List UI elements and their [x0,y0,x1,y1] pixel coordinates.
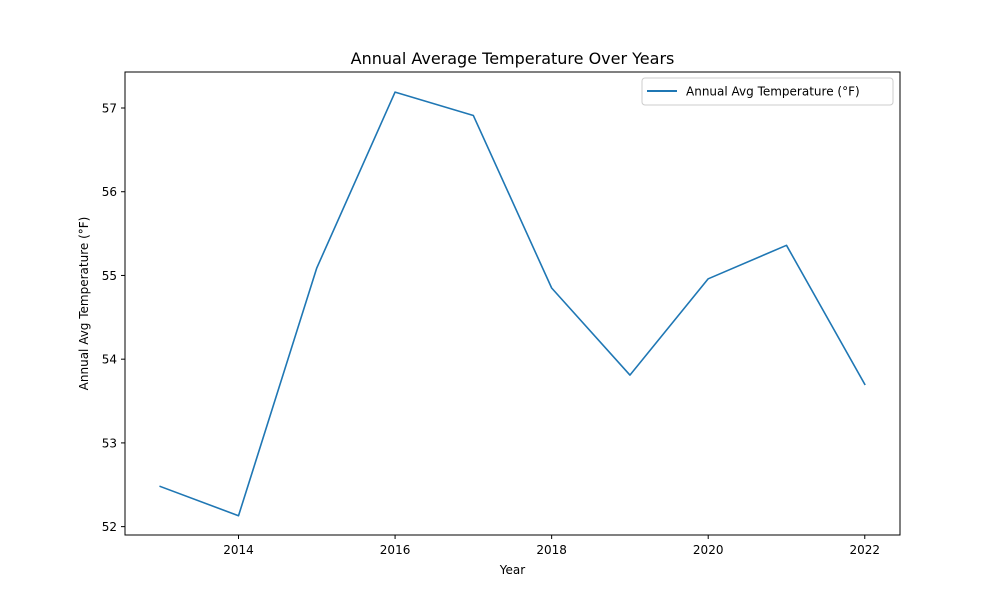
y-axis-label: Annual Avg Temperature (°F) [77,217,91,391]
plot-area [124,71,901,536]
y-tick-label: 56 [102,185,117,199]
x-tick-label: 2022 [849,543,880,557]
chart-title: Annual Average Temperature Over Years [351,49,675,68]
series-line-0 [159,91,866,517]
y-tick-label: 55 [102,269,117,283]
plot-frame [124,71,901,536]
series-layer [159,91,866,517]
x-tick-label: 2020 [693,543,724,557]
y-tick-label: 54 [102,353,117,367]
x-axis-label: Year [499,563,525,577]
y-axis-ticks: 52 53 54 55 56 57 [102,102,125,534]
x-tick-label: 2018 [536,543,567,557]
x-axis-ticks: 2014 2016 2018 2020 2022 [223,535,880,557]
y-tick-label: 53 [102,436,117,450]
y-tick-label: 52 [102,520,117,534]
x-tick-label: 2016 [380,543,411,557]
y-tick-label: 57 [102,102,117,116]
legend-label: Annual Avg Temperature (°F) [686,85,860,99]
legend: Annual Avg Temperature (°F) [641,77,894,106]
x-tick-label: 2014 [223,543,254,557]
legend-box [641,77,894,106]
